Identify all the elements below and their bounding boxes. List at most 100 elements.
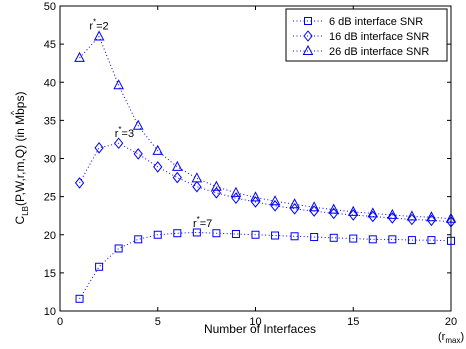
y-tick-label: 30 (44, 154, 56, 166)
data-point (329, 233, 338, 242)
data-point (426, 211, 437, 222)
data-point (387, 212, 397, 224)
y-axis-label: CLB(P,W,r,m,Q) (in Mbps) ^ (9, 92, 30, 225)
y-axis-label-main: C (13, 215, 27, 224)
data-point (367, 207, 379, 218)
data-point (230, 186, 242, 197)
data-point (171, 160, 183, 171)
legend-marker (303, 30, 313, 42)
x-tick-label: 5 (155, 316, 161, 328)
data-point (133, 148, 143, 160)
data-point (426, 214, 437, 227)
series-triangle (74, 30, 457, 223)
legend-item: 6 dB interface SNR (293, 16, 423, 28)
x-axis-extra-sub: max (445, 336, 460, 345)
series-square (75, 228, 455, 303)
data-point (445, 212, 457, 223)
legend-label: 26 dB interface SNR (329, 46, 429, 58)
data-point (192, 228, 201, 237)
data-point (250, 191, 261, 202)
data-point (368, 235, 377, 244)
data-point (328, 203, 340, 214)
legend-item: 26 dB interface SNR (293, 44, 429, 58)
legend-items: 6 dB interface SNR 16 dB interface SNR 26 … (293, 16, 429, 58)
data-point (427, 236, 436, 245)
data-point (191, 172, 203, 183)
data-point (211, 180, 222, 191)
data-point (251, 230, 260, 239)
annotation-layer: r*=2 r*=3 r*=7 (89, 18, 212, 230)
x-axis-label: Number of Interfaces (204, 322, 316, 336)
x-tick-label: 0 (57, 316, 63, 328)
x-axis-ticks: 0 5 10 15 20 (57, 6, 457, 328)
data-point (309, 205, 319, 217)
y-tick-label: 15 (44, 268, 56, 280)
y-tick-label: 40 (44, 77, 56, 89)
data-point (349, 234, 358, 243)
data-point (308, 201, 320, 212)
data-point (211, 187, 222, 199)
y-tick-label: 50 (44, 1, 56, 13)
data-point (289, 203, 300, 215)
data-point (310, 233, 319, 242)
series-layer (74, 30, 457, 303)
data-point (270, 199, 280, 212)
data-point (406, 210, 418, 221)
data-point (93, 30, 105, 41)
y-axis-label-sub: LB (21, 206, 30, 216)
data-point (231, 229, 240, 238)
data-point (172, 171, 182, 184)
x-tick-label: 15 (347, 316, 359, 328)
y-tick-label: 10 (44, 306, 56, 318)
annotation-label: r*=3 (115, 125, 134, 140)
y-tick-label: 45 (44, 39, 56, 51)
annotation-label: r*=7 (193, 215, 212, 230)
data-point (94, 142, 104, 154)
x-axis-extra-label: (rmax) (438, 331, 464, 345)
data-point (212, 229, 221, 238)
legend-box (285, 8, 448, 62)
data-point (368, 210, 378, 223)
y-axis-ticks: 10 15 20 25 30 35 40 45 50 (44, 1, 451, 318)
y-tick-label: 20 (44, 230, 56, 242)
svg-text:CLB(P,W,r,m,Q) (in Mbps): CLB(P,W,r,m,Q) (in Mbps) (13, 92, 30, 225)
series-line (79, 35, 452, 220)
data-point (114, 137, 124, 150)
data-point (289, 198, 300, 209)
series-line (79, 231, 452, 300)
data-point (173, 229, 182, 238)
data-point (192, 180, 202, 193)
data-point (407, 213, 417, 226)
data-point (387, 208, 398, 219)
data-point (446, 215, 456, 228)
data-point (153, 161, 163, 173)
data-point (347, 205, 359, 216)
y-axis-label-rest: (P,W,r,m,Q) (in Mbps) (13, 92, 27, 206)
legend-label: 16 dB interface SNR (329, 31, 429, 43)
data-point (75, 294, 84, 303)
data-point (74, 177, 85, 189)
data-point (407, 236, 416, 245)
data-point (388, 235, 397, 244)
data-point (348, 209, 358, 221)
data-point (132, 119, 144, 130)
y-tick-label: 25 (44, 192, 56, 204)
annotation-label: r*=2 (89, 18, 108, 33)
data-point (447, 236, 455, 245)
data-point (114, 244, 123, 253)
x-tick-label: 10 (249, 316, 261, 328)
legend-item: 16 dB interface SNR (293, 30, 429, 43)
data-point (74, 51, 85, 62)
data-point (329, 207, 339, 220)
data-point (269, 195, 281, 206)
data-point (290, 232, 299, 241)
legend: 6 dB interface SNR 16 dB interface SNR 26 … (285, 8, 448, 62)
y-axis-label-hat: ^ (9, 110, 19, 115)
data-point (271, 231, 280, 240)
data-point (95, 262, 104, 271)
data-point (153, 230, 162, 239)
y-tick-label: 35 (44, 115, 56, 127)
x-tick-label: 20 (445, 316, 457, 328)
x-axis-extra-close: ) (460, 331, 464, 343)
